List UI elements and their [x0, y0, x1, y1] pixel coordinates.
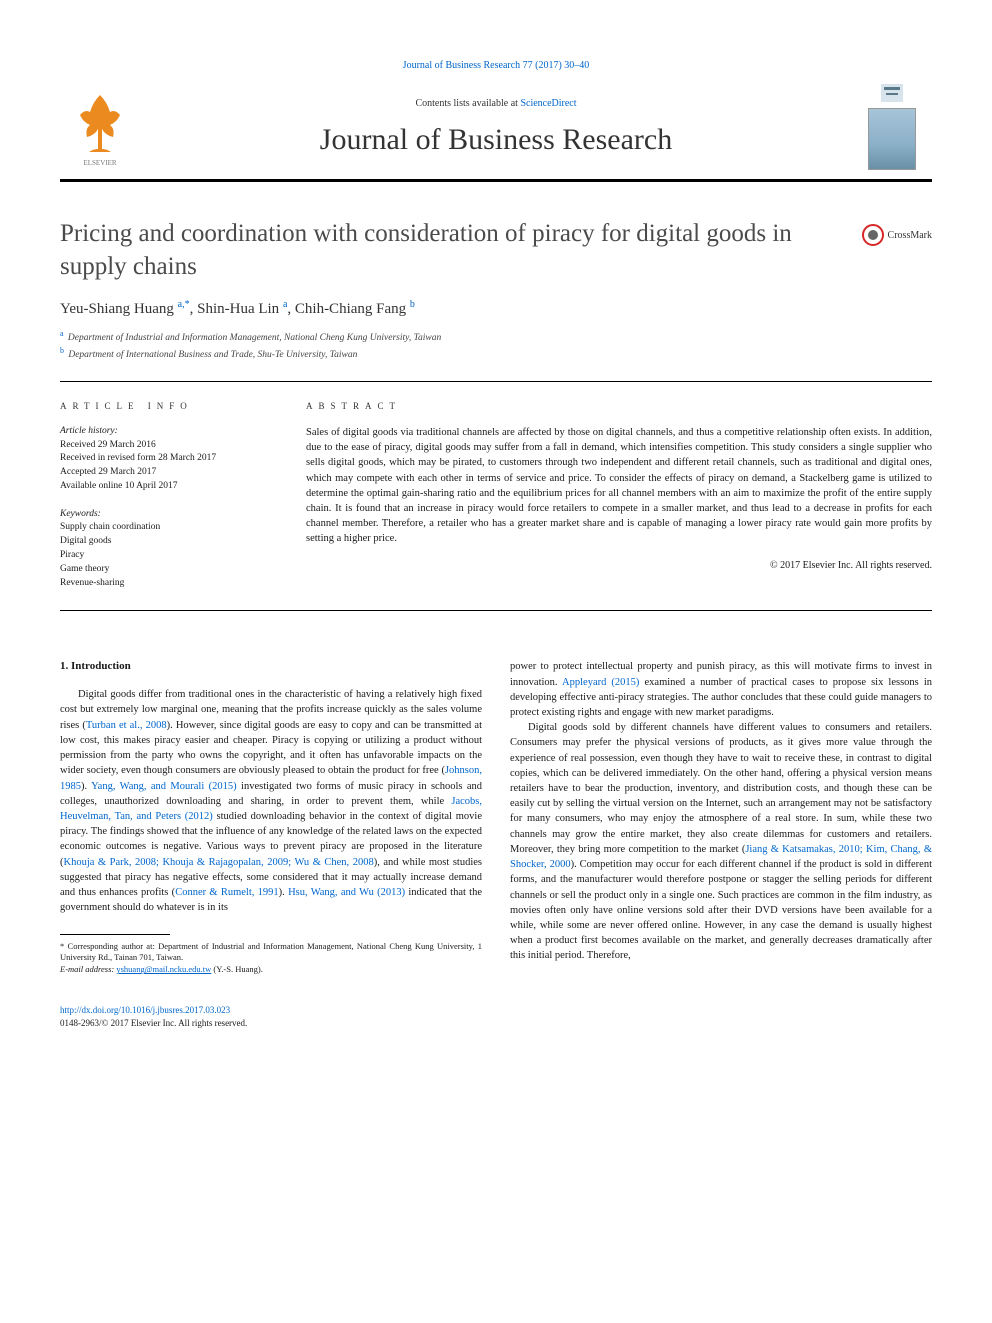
- keyword: Supply chain coordination: [60, 521, 270, 535]
- body: 1. Introduction Digital goods differ fro…: [60, 659, 932, 976]
- email-link[interactable]: yshuang@mail.ncku.edu.tw: [116, 964, 211, 974]
- contents-line: Contents lists available at ScienceDirec…: [140, 98, 852, 109]
- affiliation-b: Department of International Business and…: [68, 351, 357, 361]
- footnotes: * Corresponding author at: Department of…: [60, 941, 482, 977]
- article-title: Pricing and coordination with considerat…: [60, 218, 842, 283]
- history-revised: Received in revised form 28 March 2017: [60, 452, 270, 466]
- author-1-affil: a,: [178, 299, 185, 310]
- author-2: , Shin-Hua Lin: [190, 301, 280, 317]
- contents-prefix: Contents lists available at: [415, 98, 520, 109]
- citation-link[interactable]: Yang, Wang, and Mourali (2015): [91, 781, 237, 792]
- intro-para-2: Digital goods sold by different channels…: [510, 720, 932, 964]
- history-received: Received 29 March 2016: [60, 439, 270, 453]
- sciencedirect-link[interactable]: ScienceDirect: [520, 98, 576, 109]
- column-right: power to protect intellectual property a…: [510, 659, 932, 976]
- abstract-copyright: © 2017 Elsevier Inc. All rights reserved…: [306, 559, 932, 574]
- intro-para-1: Digital goods differ from traditional on…: [60, 687, 482, 915]
- keyword: Revenue-sharing: [60, 577, 270, 591]
- citation-link[interactable]: Turban et al., 2008: [86, 720, 167, 731]
- masthead: ELSEVIER Contents lists available at Sci…: [60, 83, 932, 182]
- citation-link[interactable]: Conner & Rumelt, 1991: [175, 887, 278, 898]
- journal-cover-thumb: [868, 108, 916, 170]
- crossmark-icon: [862, 224, 884, 246]
- footnote-separator: [60, 934, 170, 935]
- crossmark-label: CrossMark: [888, 230, 932, 241]
- journal-mark-icon: [881, 84, 903, 102]
- keyword: Piracy: [60, 549, 270, 563]
- keywords-label: Keywords:: [60, 508, 270, 522]
- keyword: Digital goods: [60, 535, 270, 549]
- section-1-heading: 1. Introduction: [60, 659, 482, 675]
- affiliations: a Department of Industrial and Informati…: [60, 328, 932, 363]
- abstract: ABSTRACT Sales of digital goods via trad…: [306, 400, 932, 590]
- authors: Yeu-Shiang Huang a,*, Shin-Hua Lin a, Ch…: [60, 299, 932, 318]
- email-suffix: (Y.-S. Huang).: [213, 964, 262, 974]
- page-footer: http://dx.doi.org/10.1016/j.jbusres.2017…: [60, 1004, 932, 1029]
- history-online: Available online 10 April 2017: [60, 480, 270, 494]
- affiliation-a: Department of Industrial and Information…: [68, 333, 441, 343]
- author-1: Yeu-Shiang Huang: [60, 301, 174, 317]
- corresponding-author-note: * Corresponding author at: Department of…: [60, 941, 482, 965]
- elsevier-logo: ELSEVIER: [60, 83, 140, 171]
- issn-copyright: 0148-2963/© 2017 Elsevier Inc. All right…: [60, 1017, 932, 1030]
- citation-link[interactable]: Khouja & Park, 2008; Khouja & Rajagopala…: [64, 857, 374, 868]
- email-label: E-mail address:: [60, 964, 114, 974]
- journal-citation: Journal of Business Research 77 (2017) 3…: [60, 60, 932, 71]
- author-3: , Chih-Chiang Fang: [287, 301, 406, 317]
- svg-text:ELSEVIER: ELSEVIER: [83, 159, 116, 167]
- history-label: Article history:: [60, 425, 270, 439]
- elsevier-tree-icon: ELSEVIER: [65, 87, 135, 167]
- article-info-heading: ARTICLE INFO: [60, 400, 270, 413]
- crossmark-badge[interactable]: CrossMark: [862, 224, 932, 246]
- abstract-text: Sales of digital goods via traditional c…: [306, 425, 932, 547]
- column-left: 1. Introduction Digital goods differ fro…: [60, 659, 482, 976]
- history-accepted: Accepted 29 March 2017: [60, 466, 270, 480]
- doi-link[interactable]: http://dx.doi.org/10.1016/j.jbusres.2017…: [60, 1005, 230, 1015]
- citation-link[interactable]: Hsu, Wang, and Wu (2013): [288, 887, 405, 898]
- article-info: ARTICLE INFO Article history: Received 2…: [60, 400, 270, 590]
- author-3-affil: b: [410, 299, 415, 310]
- journal-name: Journal of Business Research: [140, 123, 852, 157]
- intro-para-1-cont: power to protect intellectual property a…: [510, 659, 932, 720]
- citation-link[interactable]: Appleyard (2015): [562, 677, 639, 688]
- keyword: Game theory: [60, 563, 270, 577]
- abstract-heading: ABSTRACT: [306, 400, 932, 413]
